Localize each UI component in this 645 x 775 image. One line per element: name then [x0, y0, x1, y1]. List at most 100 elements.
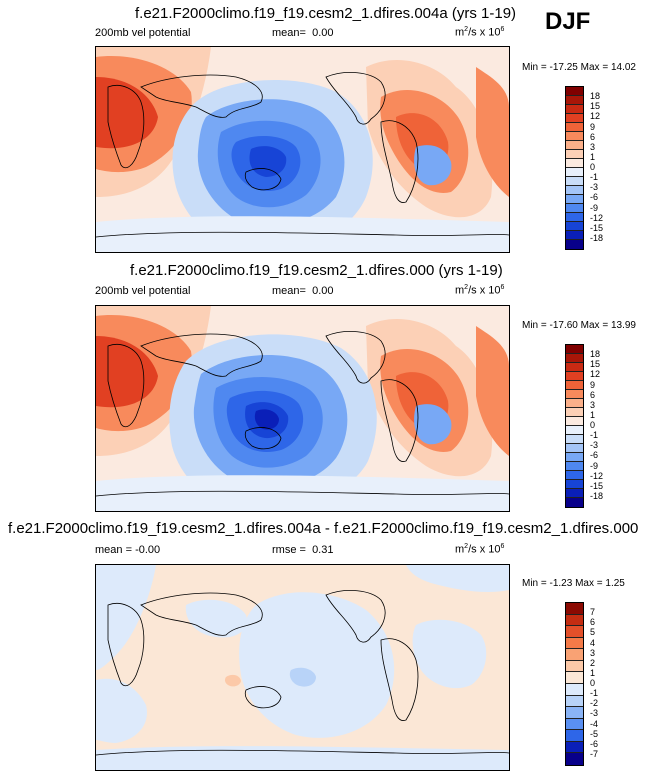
- colorbar-label: 4: [590, 637, 596, 648]
- colorbar-label: -18: [590, 232, 604, 243]
- panel2-mean: mean= 0.00: [272, 285, 334, 297]
- panel1-field-label: 200mb vel potential: [95, 27, 191, 39]
- colorbar-label: -2: [590, 698, 599, 709]
- panel3-minmax: Min = -1.23 Max = 1.25: [522, 578, 625, 589]
- colorbar-label: -15: [590, 222, 604, 233]
- colorbar-label: 1: [590, 409, 596, 420]
- colorbar-label: 0: [590, 162, 596, 172]
- colorbar-label: -6: [590, 738, 599, 749]
- colorbar-box: [566, 168, 583, 177]
- colorbar-label: 6: [590, 389, 596, 400]
- panel2-map: [95, 305, 510, 512]
- colorbar-box: [566, 453, 583, 462]
- colorbar-box: [566, 390, 583, 399]
- colorbar-box: [566, 399, 583, 408]
- colorbar-label: -3: [590, 708, 599, 719]
- panel3-mean-value: -0.00: [135, 544, 161, 556]
- colorbar-box: [566, 444, 583, 453]
- colorbar-label: 12: [590, 369, 601, 380]
- colorbar-label: 1: [590, 151, 596, 162]
- panel1-title: f.e21.F2000climo.f19_f19.cesm2_1.dfires.…: [135, 5, 517, 22]
- colorbar-box: [566, 408, 583, 417]
- panel3-min-value: -1.23: [549, 578, 573, 589]
- colorbar-box: [566, 626, 583, 638]
- colorbar-box: [566, 672, 583, 684]
- panel1-min-value: -17.25: [549, 62, 578, 73]
- colorbar-box: [566, 123, 583, 132]
- panel1-contour-plot: [96, 47, 509, 252]
- colorbar-label: 18: [590, 91, 601, 102]
- colorbar-box: [566, 637, 583, 650]
- colorbar-box: [566, 186, 583, 195]
- panel3-contour-plot: [96, 565, 509, 770]
- colorbar-label: 18: [590, 349, 601, 360]
- panel2-contour-plot: [96, 306, 509, 511]
- panel2-min-value: -17.60: [549, 320, 578, 331]
- colorbar-label: -3: [590, 440, 599, 451]
- colorbar-box: [566, 435, 583, 444]
- panel2-colorbar-boxes: [566, 345, 583, 507]
- panel2-mean-value: 0.00: [312, 285, 334, 297]
- panel1-units: m2/s x 106: [455, 26, 505, 39]
- colorbar-box: [566, 105, 583, 114]
- colorbar-box: [566, 649, 583, 661]
- panel3-max-value: 1.25: [605, 578, 625, 589]
- panel2-title: f.e21.F2000climo.f19_f19.cesm2_1.dfires.…: [130, 262, 503, 279]
- colorbar-box: [566, 660, 583, 673]
- colorbar-box: [566, 132, 583, 141]
- colorbar-label: -5: [590, 728, 599, 739]
- panel1-mean-label: mean=: [272, 27, 306, 39]
- panel1-colorbar: [565, 86, 584, 250]
- colorbar-label: 7: [590, 607, 596, 618]
- colorbar-label: 2: [590, 657, 596, 668]
- panel3-mean: mean = -0.00: [95, 544, 161, 556]
- colorbar-box: [566, 240, 583, 249]
- panel1-minmax: Min = -17.25 Max = 14.02: [522, 62, 636, 73]
- colorbar-box: [566, 426, 583, 435]
- colorbar-box: [566, 114, 583, 123]
- colorbar-label: -3: [590, 182, 599, 193]
- panel2-minmax: Min = -17.60 Max = 13.99: [522, 320, 636, 331]
- colorbar-label: -1: [590, 430, 599, 441]
- colorbar-box: [566, 141, 583, 150]
- panel1-map: [95, 46, 510, 253]
- panel3-rmse-value: 0.31: [312, 544, 334, 556]
- colorbar-box: [566, 707, 583, 719]
- colorbar-box: [566, 480, 583, 489]
- panel2-max-value: 13.99: [610, 320, 636, 331]
- colorbar-label: 0: [590, 678, 596, 688]
- colorbar-box: [566, 195, 583, 204]
- colorbar-label: 5: [590, 627, 596, 638]
- colorbar-label: -15: [590, 480, 604, 491]
- panel3-units: m2/s x 106: [455, 543, 505, 556]
- colorbar-box: [566, 417, 583, 426]
- colorbar-label: -1: [590, 172, 599, 183]
- colorbar-label: -9: [590, 202, 599, 213]
- panel1-mean: mean= 0.00: [272, 27, 334, 39]
- colorbar-label: 15: [590, 359, 601, 370]
- colorbar-label: -18: [590, 490, 604, 501]
- panel1-colorbar-boxes: [566, 87, 583, 249]
- colorbar-box: [566, 471, 583, 480]
- colorbar-box: [566, 753, 583, 765]
- colorbar-label: -6: [590, 450, 599, 461]
- colorbar-box: [566, 730, 583, 742]
- colorbar-label: 3: [590, 141, 596, 152]
- colorbar-label: -7: [590, 748, 599, 759]
- colorbar-box: [566, 381, 583, 390]
- colorbar-box: [566, 159, 583, 168]
- colorbar-label: -12: [590, 212, 604, 223]
- colorbar-label: -6: [590, 192, 599, 203]
- colorbar-box: [566, 177, 583, 186]
- colorbar-label: 15: [590, 101, 601, 112]
- panel1-mean-value: 0.00: [312, 27, 334, 39]
- colorbar-label: 6: [590, 617, 596, 628]
- colorbar-box: [566, 231, 583, 240]
- colorbar-box: [566, 614, 583, 627]
- colorbar-label: 1: [590, 667, 596, 678]
- colorbar-label: 9: [590, 121, 596, 132]
- colorbar-box: [566, 683, 583, 696]
- colorbar-label: 3: [590, 399, 596, 410]
- panel3-rmse: rmse = 0.31: [272, 544, 334, 556]
- colorbar-box: [566, 363, 583, 372]
